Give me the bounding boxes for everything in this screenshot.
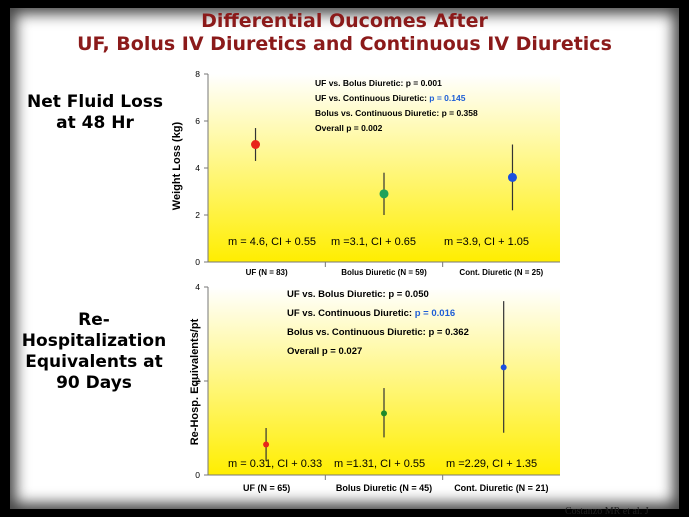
- y-tick-label: 6: [195, 116, 200, 126]
- data-point: [263, 441, 270, 448]
- mean-ci-label: m =2.29, CI + 1.35: [446, 458, 538, 470]
- stat-line: UF vs. Bolus Diuretic: p = 0.001: [315, 78, 442, 88]
- y-tick-label: 0: [195, 257, 200, 267]
- plot-area: [208, 74, 560, 262]
- stat-line: UF vs. Continuous Diuretic: p = 0.145: [315, 93, 466, 103]
- slide-title-line2: UF, Bolus IV Diuretics and Continuous IV…: [77, 33, 612, 55]
- x-tick-label: UF (N = 65): [243, 483, 291, 493]
- stats-box-rehosp: UF vs. Bolus Diuretic: p = 0.050 UF vs. C…: [287, 285, 469, 361]
- mean-ci-label: m = 4.6, CI + 0.55: [228, 236, 317, 248]
- x-tick-label: Bolus Diuretic (N = 59): [341, 268, 427, 277]
- x-tick-label: UF (N = 83): [245, 268, 288, 277]
- stats-box-weight-loss: UF vs. Bolus Diuretic: p = 0.001 UF vs. C…: [315, 76, 478, 136]
- mean-ci-label: m =1.31, CI + 0.55: [334, 458, 426, 470]
- x-tick-label: Cont. Diuretic (N = 25): [459, 268, 544, 277]
- stat-line: Bolus vs. Continuous Diuretic: p = 0.362: [287, 327, 469, 338]
- side-label-fluid-loss: Net Fluid Loss at 48 Hr: [26, 92, 163, 133]
- y-tick-label: 4: [195, 282, 200, 292]
- citation: Costanzo MR et al. J: [565, 506, 649, 517]
- data-point: [379, 189, 389, 199]
- mean-ci-label: m = 0.31, CI + 0.33: [228, 458, 323, 470]
- x-tick-label: Bolus Diuretic (N = 45): [335, 483, 433, 493]
- stat-line: UF vs. Bolus Diuretic: p = 0.050: [287, 289, 429, 300]
- stat-line: UF vs. Continuous Diuretic: p = 0.016: [287, 308, 456, 319]
- y-tick-label: 0: [195, 470, 200, 480]
- data-point: [500, 364, 507, 371]
- slide-title-line1: Differential Oucomes After: [201, 10, 488, 32]
- y-tick-label: 4: [195, 163, 200, 173]
- data-point: [507, 172, 517, 182]
- data-point: [251, 140, 261, 149]
- mean-ci-label: m =3.9, CI + 1.05: [444, 236, 529, 248]
- mean-ci-label: m =3.1, CI + 0.65: [331, 236, 416, 248]
- y-tick-label: 2: [195, 210, 200, 220]
- side-label-rehosp: Re-Hospitalization Equivalents at 90 Day…: [21, 310, 167, 393]
- y-tick-label: 2: [195, 376, 200, 386]
- stat-line: Bolus vs. Continuous Diuretic: p = 0.358: [315, 108, 478, 118]
- y-tick-label: 8: [195, 69, 200, 79]
- stat-line: Overall p = 0.002: [315, 123, 383, 133]
- x-tick-label: Cont. Diuretic (N = 21): [454, 483, 549, 493]
- stat-line: Overall p = 0.027: [287, 346, 363, 357]
- data-point: [381, 410, 387, 417]
